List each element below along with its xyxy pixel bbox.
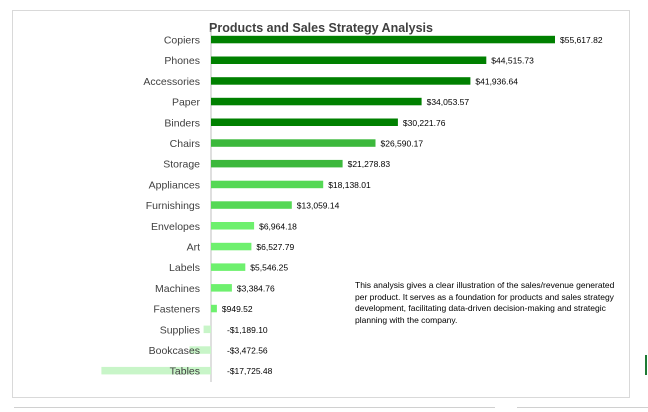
data-label: -$3,472.56: [227, 346, 268, 356]
category-label: Fasteners: [153, 304, 200, 316]
chart-title: Products and Sales Strategy Analysis: [209, 21, 433, 35]
data-label: $18,138.01: [328, 180, 371, 190]
category-label: Labels: [169, 262, 200, 274]
category-label: Chairs: [170, 138, 200, 150]
data-label: $30,221.76: [403, 118, 446, 128]
data-label: $949.52: [222, 304, 253, 314]
category-label: Accessories: [143, 76, 200, 88]
bar-appliances: [211, 180, 324, 189]
bar-paper: [211, 97, 422, 106]
data-label: -$1,189.10: [227, 325, 268, 335]
divider-line: [517, 407, 648, 408]
data-label: -$17,725.48: [227, 366, 273, 376]
bar-binders: [211, 118, 398, 126]
analysis-note: This analysis gives a clear illustration…: [355, 280, 615, 325]
bar-machines: [211, 284, 232, 292]
bar-phones: [211, 56, 487, 64]
category-label: Art: [187, 242, 201, 254]
bar-tables: [101, 366, 211, 375]
data-label: $6,964.18: [259, 221, 297, 231]
category-label: Tables: [170, 366, 200, 378]
data-label: $13,059.14: [297, 201, 340, 211]
bar-copiers: [211, 35, 555, 44]
bar-art: [211, 242, 252, 251]
category-label: Envelopes: [151, 221, 200, 233]
bar-labels: [211, 263, 246, 271]
bar-chairs: [211, 139, 376, 147]
data-label: $3,384.76: [237, 283, 275, 293]
data-label: $6,527.79: [256, 242, 294, 252]
bar-accessories: [211, 77, 471, 85]
bar-furnishings: [211, 201, 292, 209]
bar-envelopes: [211, 222, 255, 230]
data-label: $34,053.57: [427, 97, 470, 107]
category-label: Phones: [164, 55, 200, 67]
data-label: $21,278.83: [348, 159, 391, 169]
category-label: Machines: [155, 283, 200, 295]
category-label: Storage: [163, 159, 200, 171]
data-label: $44,515.73: [491, 56, 534, 66]
data-label: $55,617.82: [560, 35, 603, 45]
data-label: $26,590.17: [381, 139, 424, 149]
category-label: Binders: [164, 117, 200, 129]
category-label: Copiers: [164, 35, 200, 47]
category-label: Supplies: [160, 324, 200, 336]
bar-storage: [211, 159, 343, 168]
selection-marker: [645, 355, 647, 375]
category-label: Bookcases: [149, 345, 200, 357]
category-label: Paper: [172, 97, 201, 109]
bar-supplies: [203, 325, 211, 334]
data-label: $41,936.64: [475, 76, 518, 86]
divider-line: [14, 407, 495, 408]
bar-bookcases: [189, 346, 211, 354]
chart-area: Products and Sales Strategy Analysis: [12, 10, 630, 398]
category-label: Appliances: [149, 179, 200, 191]
bar-fasteners: [211, 304, 217, 313]
category-label: Furnishings: [146, 200, 200, 212]
data-label: $5,546.25: [250, 263, 288, 273]
